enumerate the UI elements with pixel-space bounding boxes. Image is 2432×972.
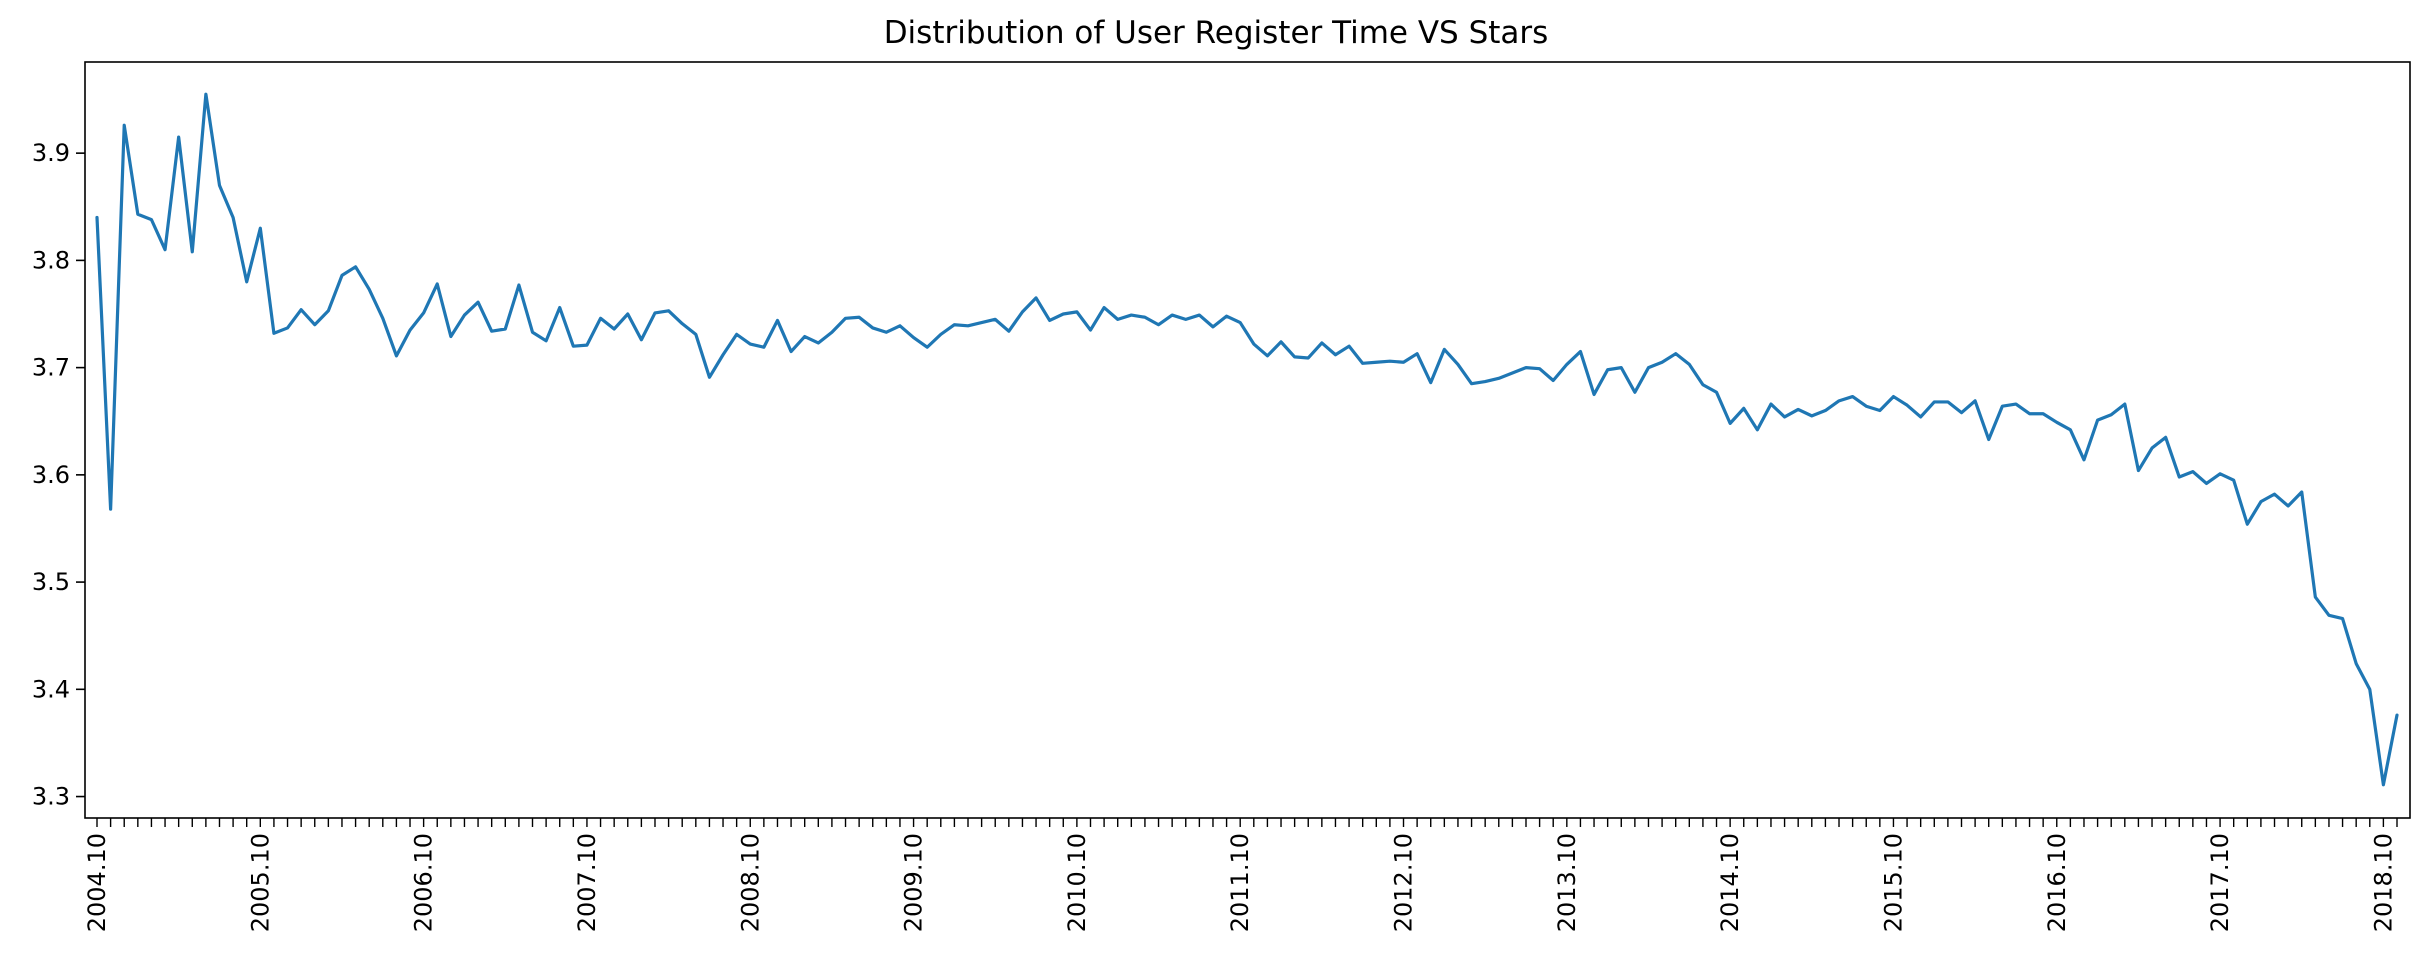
y-tick-label: 3.8 — [32, 246, 70, 274]
y-tick-label: 3.3 — [32, 783, 70, 811]
x-tick-label: 2017.10 — [2206, 833, 2234, 932]
x-tick-label: 2006.10 — [410, 833, 438, 932]
x-tick-label: 2015.10 — [1879, 833, 1907, 932]
x-tick-label: 2010.10 — [1063, 833, 1091, 932]
chart-title: Distribution of User Register Time VS St… — [884, 15, 1549, 51]
x-tick-label: 2004.10 — [83, 833, 111, 932]
x-tick-label: 2007.10 — [573, 833, 601, 932]
x-tick-label: 2008.10 — [736, 833, 764, 932]
x-tick-label: 2016.10 — [2043, 833, 2071, 932]
plot-frame — [84, 61, 2411, 819]
x-tick-label: 2018.10 — [2369, 833, 2397, 932]
series-layer — [95, 92, 2399, 787]
y-tick-label: 3.5 — [32, 568, 70, 596]
x-tick-label: 2011.10 — [1226, 833, 1254, 932]
y-tick-label: 3.7 — [32, 354, 70, 382]
x-tick-label: 2012.10 — [1390, 833, 1418, 932]
y-axis: 3.3 3.4 3.5 3.6 3.7 3.8 3.9 — [32, 139, 85, 811]
x-tick-label: 2013.10 — [1553, 833, 1581, 932]
x-tick-label: 2005.10 — [246, 833, 274, 932]
x-tick-label: 2009.10 — [900, 833, 928, 932]
x-axis: 2004.10 2005.10 2006.10 2007.10 2008.10 2009.… — [83, 818, 2398, 932]
series-line — [95, 92, 2399, 787]
y-tick-label: 3.9 — [32, 139, 70, 167]
y-tick-label: 3.6 — [32, 461, 70, 489]
y-tick-label: 3.4 — [32, 675, 70, 703]
x-tick-label: 2014.10 — [1716, 833, 1744, 932]
